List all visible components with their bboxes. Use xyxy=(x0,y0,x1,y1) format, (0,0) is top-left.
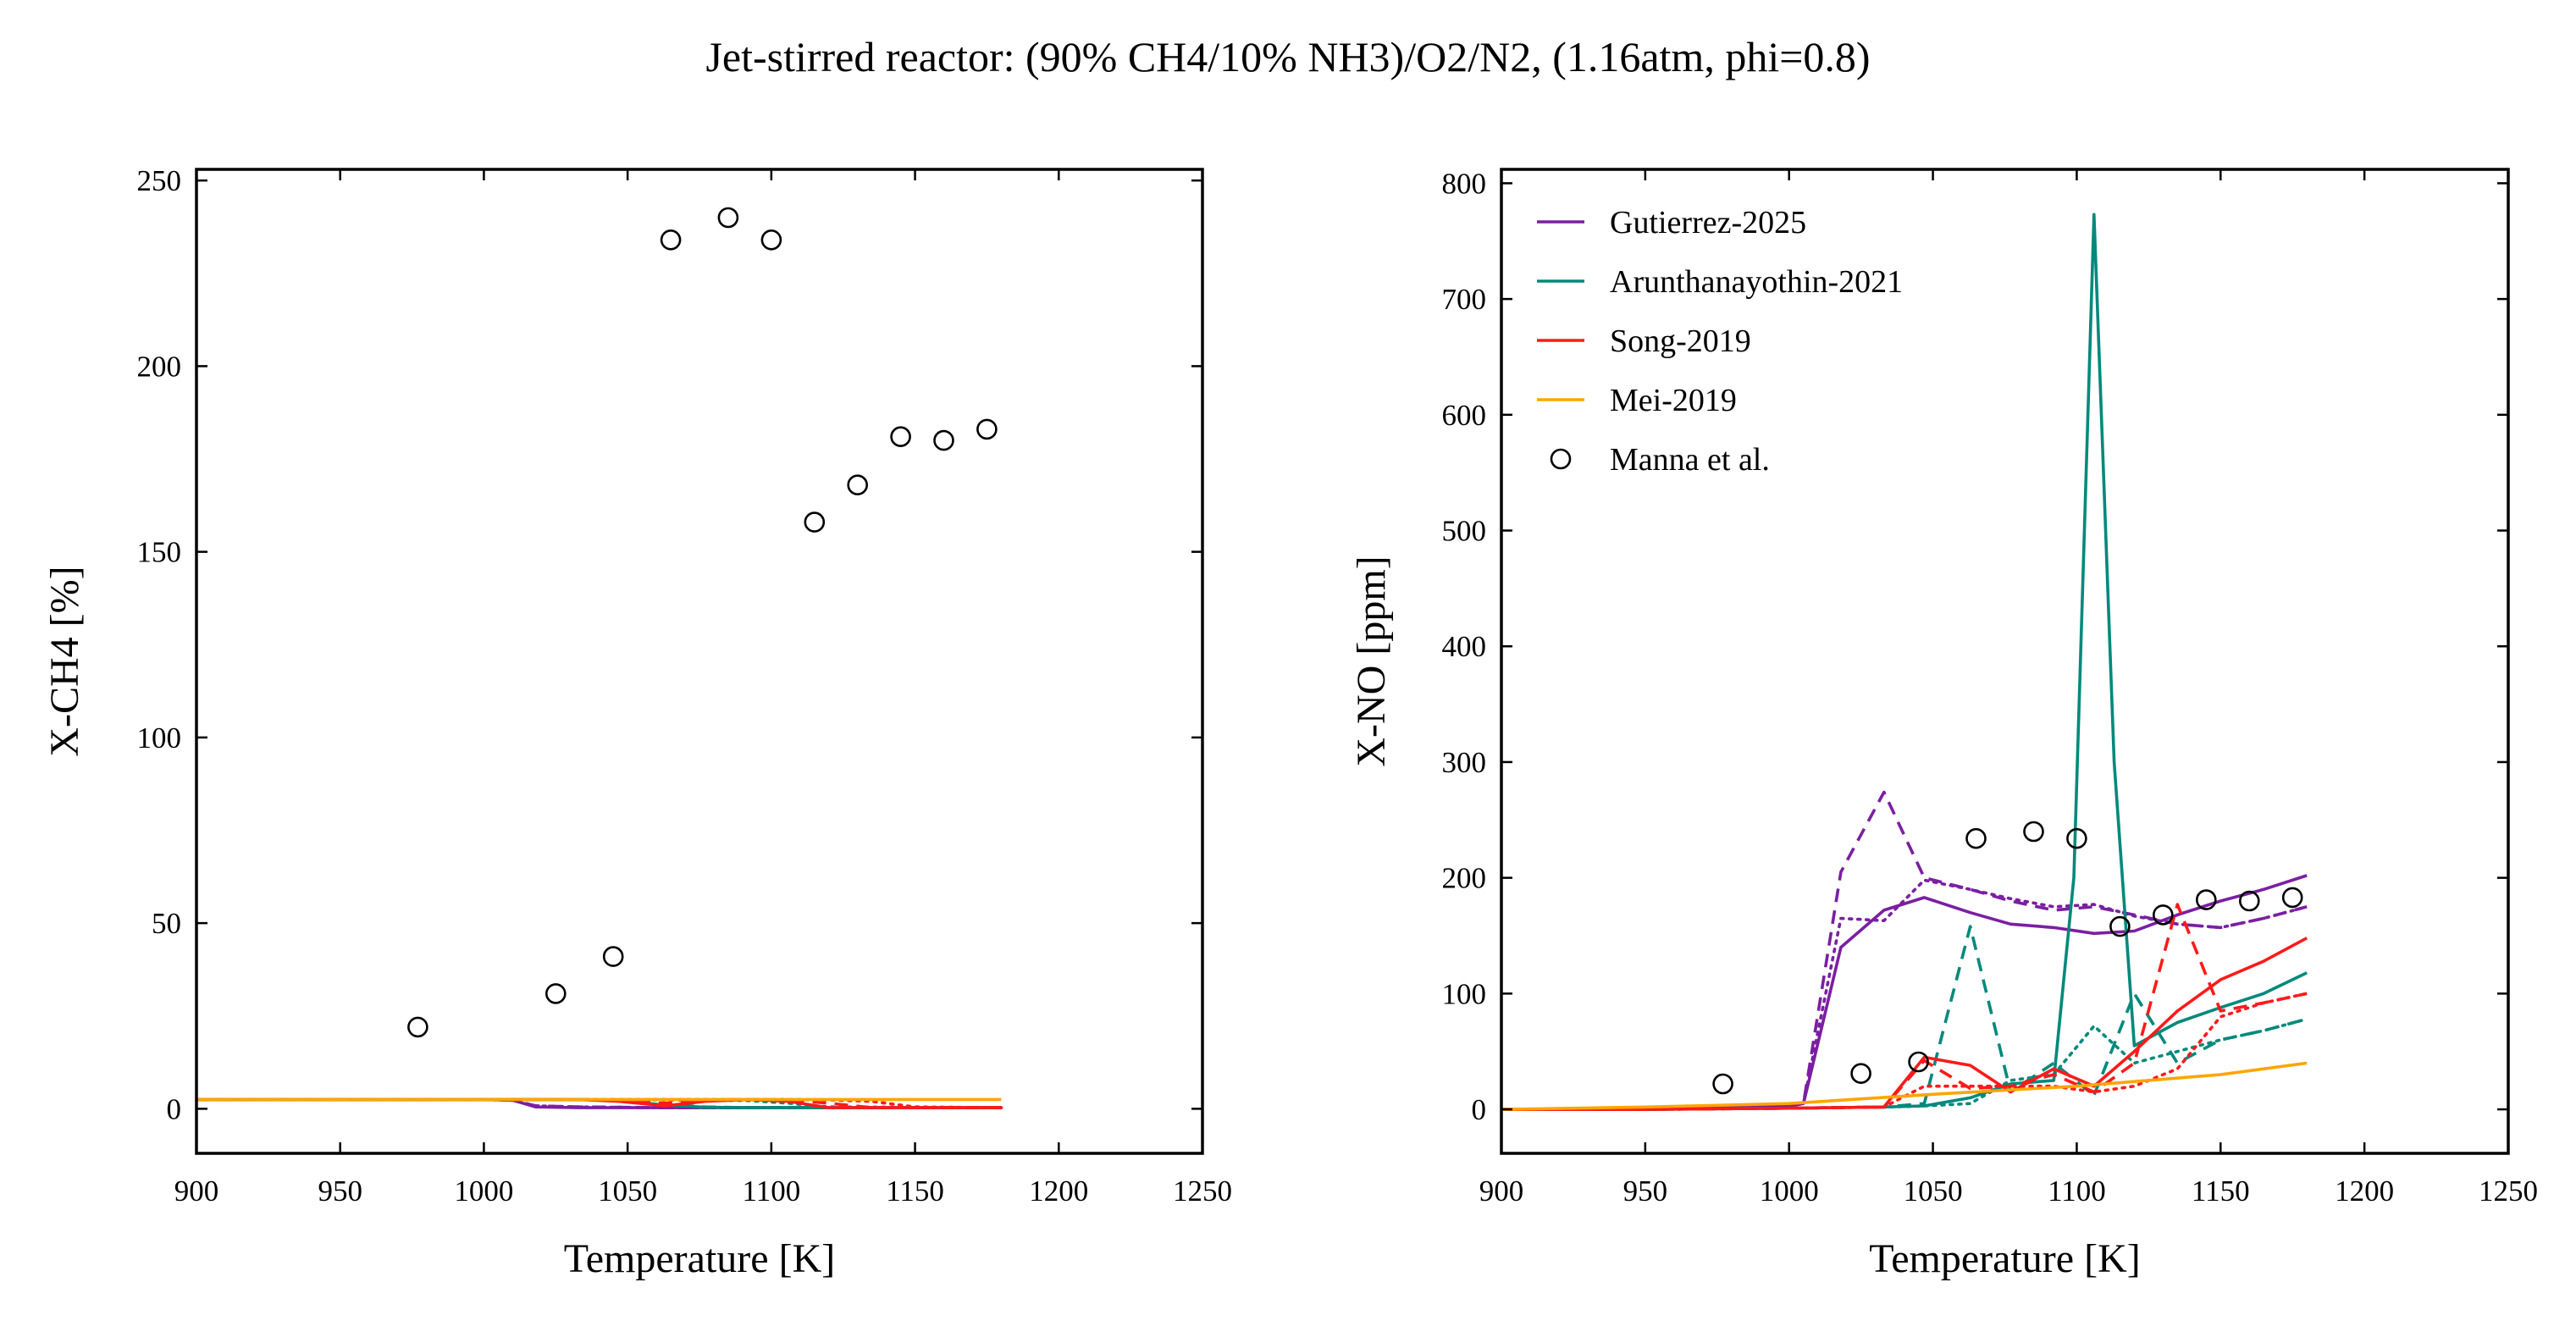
left-series-song-2019-dashed xyxy=(196,1097,1002,1109)
right-series-song-2019-solid xyxy=(1501,937,2308,1111)
right-y-tick-label: 300 xyxy=(1442,746,1487,779)
left-point-manna-et-al xyxy=(544,983,567,1004)
left-y-tick-label: 250 xyxy=(137,164,182,197)
right-point-manna-et-al xyxy=(2109,915,2131,937)
legend-label-mei-2019: Mei-2019 xyxy=(1610,383,1737,418)
figure-title: Jet-stirred reactor: (90% CH4/10% NH3)/O… xyxy=(705,33,1871,80)
left-y-tick-label: 150 xyxy=(137,536,182,569)
left-x-tick-label: 1000 xyxy=(454,1175,513,1208)
right-point-manna-et-al xyxy=(1908,1051,1929,1073)
right-x-tick-label: 900 xyxy=(1479,1175,1524,1208)
right-point-manna-et-al xyxy=(2153,904,2174,926)
right-y-tick-label: 0 xyxy=(1472,1093,1487,1126)
left-x-tick-label: 1050 xyxy=(598,1175,657,1208)
left-y-tick-label: 200 xyxy=(137,350,182,383)
right-chart-panel: 900 950 1000 1050 1100 1150 1200 1250 0 100 200 300… xyxy=(1349,167,2538,1281)
right-y-tick-label: 400 xyxy=(1442,630,1487,663)
left-x-tick-label: 1200 xyxy=(1029,1175,1088,1208)
left-point-manna-et-al xyxy=(760,229,782,251)
right-y-tick-label: 600 xyxy=(1442,399,1487,432)
legend-marker-manna-et-al xyxy=(1550,448,1572,470)
left-x-tick-label: 1250 xyxy=(1173,1175,1232,1208)
right-x-axis-label: Temperature [K] xyxy=(1869,1236,2140,1281)
right-point-manna-et-al xyxy=(1965,827,1987,849)
legend-label-arunthanayothin-2021: Arunthanayothin-2021 xyxy=(1610,264,1903,300)
left-point-manna-et-al xyxy=(890,426,911,448)
left-point-manna-et-al xyxy=(407,1016,428,1038)
left-x-axis-label: Temperature [K] xyxy=(564,1236,835,1281)
right-series-gutierrez-2025-dotted xyxy=(1501,878,2308,1111)
right-x-tick-label: 1250 xyxy=(2479,1175,2538,1208)
right-point-manna-et-al xyxy=(2281,887,2303,909)
left-x-tick-label: 900 xyxy=(174,1175,219,1208)
right-axes-frame xyxy=(1500,168,2510,1155)
legend-label-manna-et-al: Manna et al. xyxy=(1610,442,1770,478)
right-y-tick-label: 100 xyxy=(1442,977,1487,1010)
right-point-manna-et-al xyxy=(2066,827,2087,849)
right-y-axis-label: X-NO [ppm] xyxy=(1349,555,1394,766)
left-point-manna-et-al xyxy=(804,511,826,533)
left-series-gutierrez-2025-dotted xyxy=(196,1097,1003,1109)
left-point-manna-et-al xyxy=(976,418,998,440)
right-data-layer xyxy=(1501,213,2308,1111)
right-x-tick-label: 1100 xyxy=(2048,1175,2106,1208)
left-y-tick-label: 50 xyxy=(152,907,181,940)
right-point-manna-et-al xyxy=(2239,890,2260,912)
left-point-manna-et-al xyxy=(602,946,624,967)
right-point-manna-et-al xyxy=(2023,821,2044,843)
right-point-manna-et-al xyxy=(1712,1073,1733,1095)
left-x-tick-label: 950 xyxy=(318,1175,362,1208)
right-y-tick-label: 800 xyxy=(1442,167,1487,200)
right-series-gutierrez-2025-dashed xyxy=(1501,790,2308,1111)
left-x-tick-label: 1100 xyxy=(743,1175,801,1208)
right-series-song-2019-dashed xyxy=(1501,903,2308,1111)
right-x-tick-label: 1050 xyxy=(1904,1175,1963,1208)
left-data-layer xyxy=(196,1097,1003,1109)
left-chart-panel: 900 950 1000 1050 1100 1150 1200 1250 0 50 100 150 2… xyxy=(42,164,1232,1281)
right-series-song-2019-dotted xyxy=(1501,992,2308,1111)
right-x-tick-label: 1000 xyxy=(1760,1175,1819,1208)
right-y-tick-label: 200 xyxy=(1442,862,1487,895)
right-legend: Gutierrez-2025 Arunthanayothin-2021 Song-2… xyxy=(1537,205,1903,478)
right-x-tick-label: 1200 xyxy=(2335,1175,2394,1208)
left-axes-frame xyxy=(195,168,1204,1155)
left-point-manna-et-al xyxy=(660,229,682,251)
right-x-tick-label: 1150 xyxy=(2192,1175,2250,1208)
right-y-tick-label: 700 xyxy=(1442,283,1487,316)
left-point-manna-et-al xyxy=(847,474,869,496)
left-y-tick-label: 100 xyxy=(137,721,182,754)
right-series-gutierrez-2025-solid xyxy=(1501,874,2308,1111)
right-x-tick-label: 950 xyxy=(1623,1175,1668,1208)
left-y-tick-label: 0 xyxy=(167,1092,182,1125)
right-series-mei-2019-solid xyxy=(1501,1061,2308,1111)
left-x-tick-label: 1150 xyxy=(886,1175,944,1208)
right-point-manna-et-al xyxy=(1850,1063,1871,1084)
legend-label-gutierrez-2025: Gutierrez-2025 xyxy=(1610,205,1806,240)
left-point-manna-et-al xyxy=(717,207,739,229)
right-point-manna-et-al xyxy=(2196,889,2217,910)
left-point-manna-et-al xyxy=(933,429,954,451)
right-y-tick-label: 500 xyxy=(1442,515,1487,548)
legend-label-song-2019: Song-2019 xyxy=(1610,323,1751,359)
left-y-axis-label: X-CH4 [%] xyxy=(42,566,87,756)
